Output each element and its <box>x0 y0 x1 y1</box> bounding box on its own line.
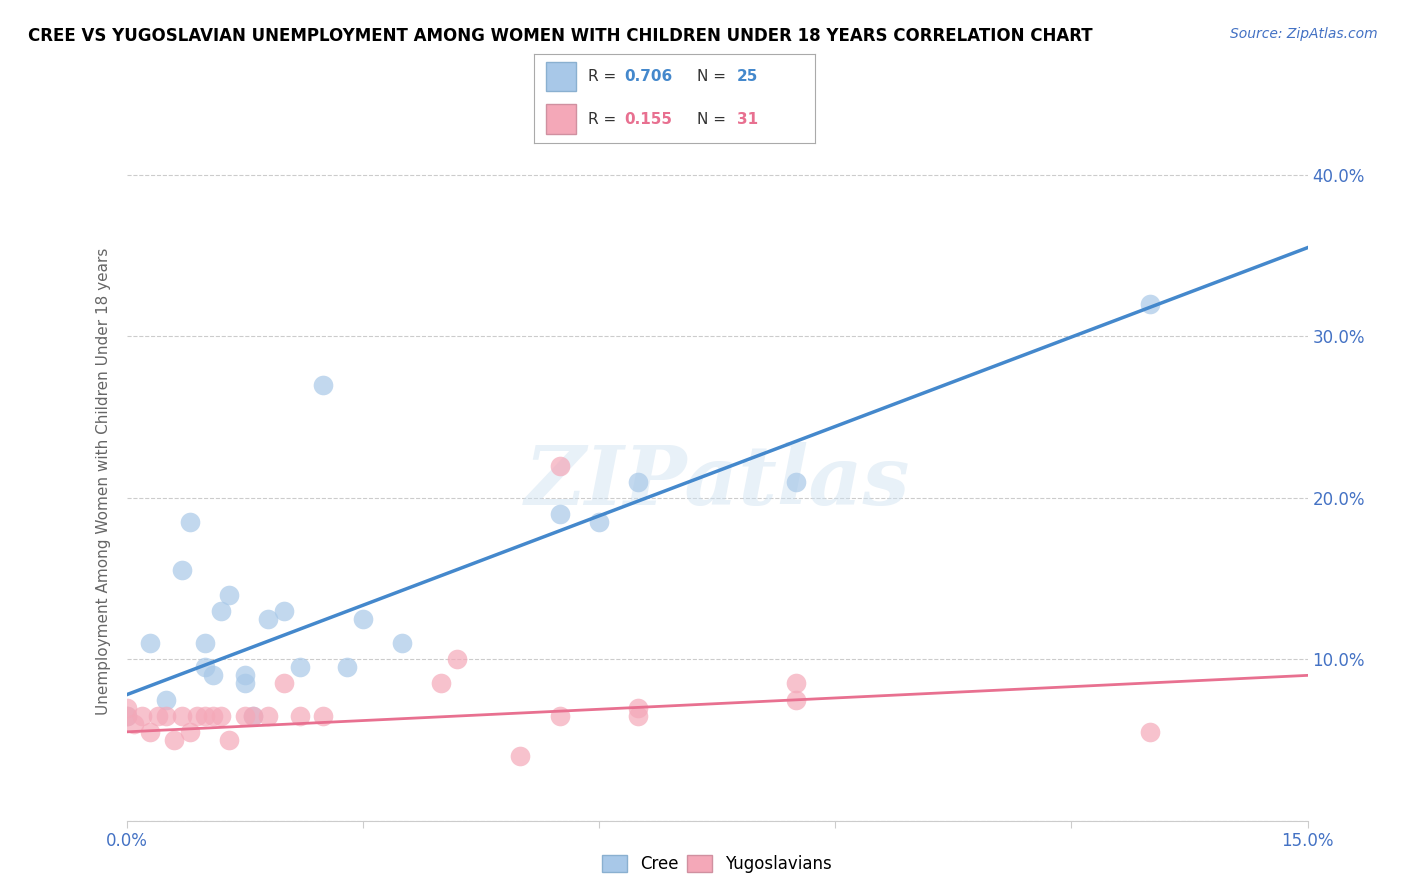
Point <box>233 676 256 690</box>
Point <box>785 475 807 489</box>
Point <box>627 708 650 723</box>
Point <box>124 716 146 731</box>
Point <box>588 515 610 529</box>
Point <box>209 604 232 618</box>
Point <box>548 708 571 723</box>
Point <box>179 724 201 739</box>
Text: ZIPatlas: ZIPatlas <box>524 442 910 522</box>
Point <box>352 612 374 626</box>
Point <box>627 700 650 714</box>
Point <box>131 708 153 723</box>
Legend: Cree, Yugoslavians: Cree, Yugoslavians <box>595 848 839 880</box>
Point <box>430 676 453 690</box>
Point <box>627 475 650 489</box>
Point <box>194 708 217 723</box>
Point <box>115 708 138 723</box>
Text: 25: 25 <box>737 69 758 84</box>
FancyBboxPatch shape <box>546 104 576 134</box>
Point <box>785 692 807 706</box>
Point <box>509 749 531 764</box>
Point <box>179 515 201 529</box>
Text: N =: N = <box>697 112 731 127</box>
Point <box>242 708 264 723</box>
Point <box>146 708 169 723</box>
Point <box>170 708 193 723</box>
Point <box>209 708 232 723</box>
Point <box>336 660 359 674</box>
Point <box>163 733 186 747</box>
Point <box>233 708 256 723</box>
Point <box>242 708 264 723</box>
Point <box>115 700 138 714</box>
Point <box>1139 297 1161 311</box>
Point <box>202 668 225 682</box>
Point <box>194 636 217 650</box>
Point <box>257 612 280 626</box>
Point <box>257 708 280 723</box>
Text: N =: N = <box>697 69 731 84</box>
Point <box>391 636 413 650</box>
Point <box>170 564 193 578</box>
Text: R =: R = <box>588 69 621 84</box>
Point <box>446 652 468 666</box>
Point <box>548 507 571 521</box>
Text: 0.155: 0.155 <box>624 112 672 127</box>
Point <box>785 676 807 690</box>
Point <box>548 458 571 473</box>
Point <box>202 708 225 723</box>
Point <box>186 708 208 723</box>
Point <box>139 636 162 650</box>
Point <box>312 708 335 723</box>
Text: 31: 31 <box>737 112 758 127</box>
Point <box>273 604 295 618</box>
Point <box>194 660 217 674</box>
Point <box>288 708 311 723</box>
Point <box>273 676 295 690</box>
Text: 0.706: 0.706 <box>624 69 672 84</box>
Point <box>218 588 240 602</box>
Text: CREE VS YUGOSLAVIAN UNEMPLOYMENT AMONG WOMEN WITH CHILDREN UNDER 18 YEARS CORREL: CREE VS YUGOSLAVIAN UNEMPLOYMENT AMONG W… <box>28 27 1092 45</box>
Point <box>312 377 335 392</box>
Text: Source: ZipAtlas.com: Source: ZipAtlas.com <box>1230 27 1378 41</box>
Point <box>115 708 138 723</box>
Point <box>218 733 240 747</box>
Point <box>233 668 256 682</box>
Point <box>155 708 177 723</box>
Point <box>155 692 177 706</box>
Text: R =: R = <box>588 112 621 127</box>
Point <box>139 724 162 739</box>
Y-axis label: Unemployment Among Women with Children Under 18 years: Unemployment Among Women with Children U… <box>96 248 111 715</box>
FancyBboxPatch shape <box>546 62 576 91</box>
Point <box>1139 724 1161 739</box>
Point <box>288 660 311 674</box>
